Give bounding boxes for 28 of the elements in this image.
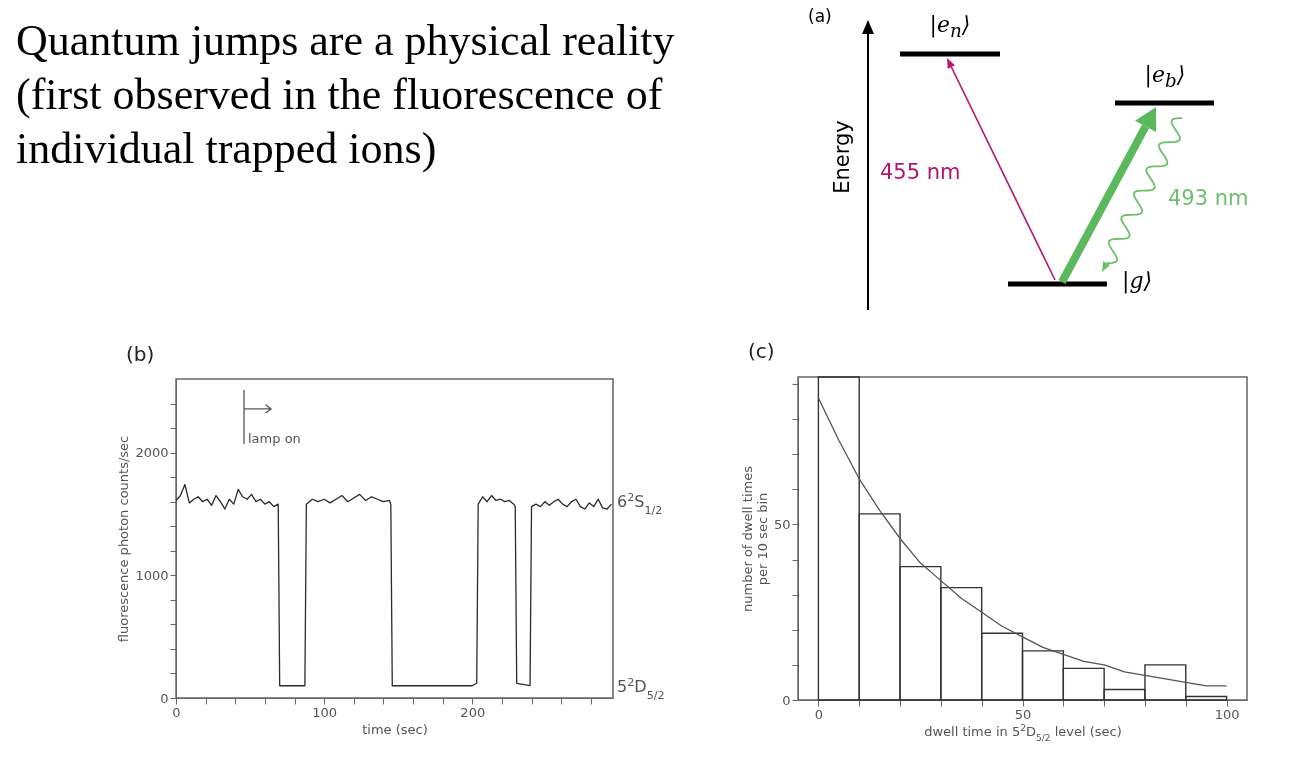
annotation: lamp on [248,431,301,446]
x-tick-label: 50 [1014,706,1032,722]
line-series [176,483,613,687]
text: |e$_{n}$⟩ [928,12,972,42]
text: |e$_{b}$⟩ [1143,62,1187,92]
chart-title: (b) [126,342,155,366]
y-tick-label: 1000 [135,567,169,583]
line-series [817,397,1228,687]
x-tick-label: 0 [814,706,824,722]
x-tick-label: 100 [312,704,338,720]
chart-title: (c) [748,339,775,364]
text: Quantum jumps are a physical reality (first observed in the fluorescence of individual trapped ions) [16,15,676,175]
text: 493 nm [1168,186,1249,210]
y-tick-label: 2000 [135,445,169,461]
y-axis-title: fluorescence photon counts/sec [116,435,132,643]
text: (a) [808,6,832,26]
y-axis-title: number of dwell times per 10 sec bin [739,465,770,612]
x-axis-title: time (sec) [362,721,428,737]
text: Energy [830,119,854,196]
x-tick-label: 200 [460,704,486,720]
text: 455 nm [880,160,961,184]
y-tick-label: 0 [160,690,169,706]
x-tick-label: 100 [1214,706,1240,722]
text: 5$^{2}$D$_{5/2}$ [617,675,665,702]
text: 6$^{2}$S$_{1/2}$ [617,490,663,517]
text: |g⟩ [1122,268,1153,293]
x-tick-label: 0 [172,704,181,720]
x-axis-title: dwell time in 5$^{2}$D$_{5/2}$ level (sec) [924,722,1122,743]
